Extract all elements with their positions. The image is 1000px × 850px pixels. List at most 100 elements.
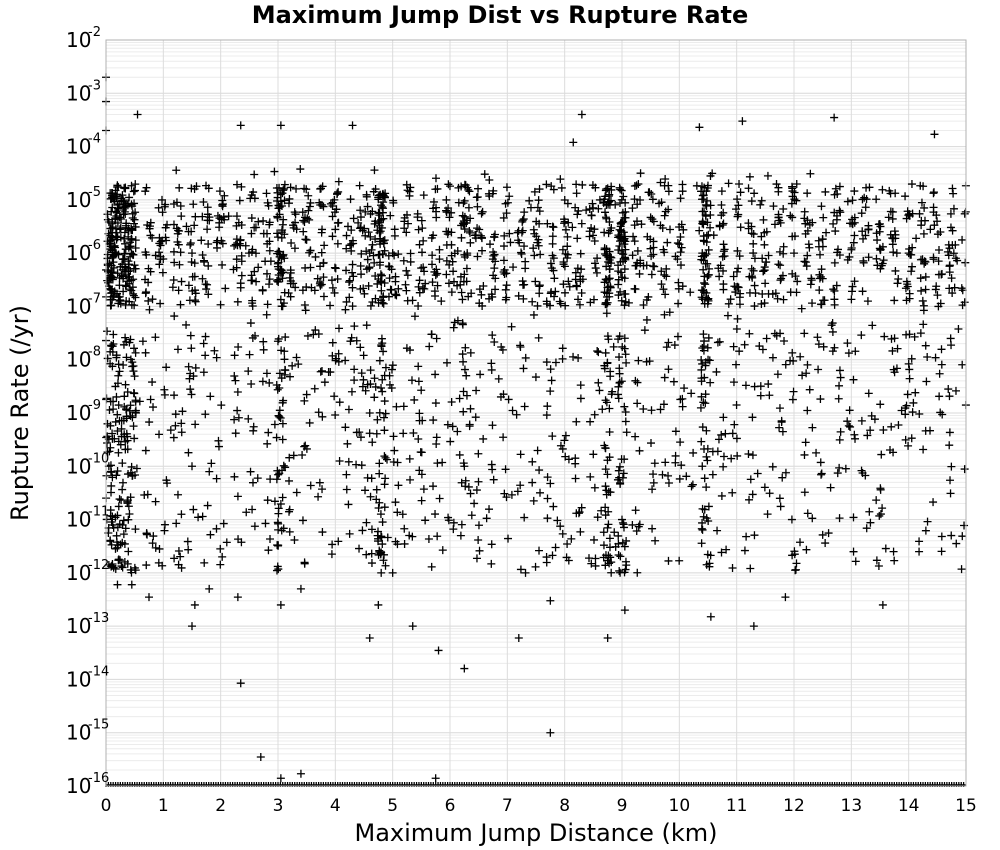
data-point: [937, 345, 946, 354]
data-point: [637, 220, 646, 229]
data-point: [116, 440, 125, 449]
data-point: [932, 282, 941, 291]
data-point: [186, 239, 195, 248]
data-point: [303, 214, 312, 223]
data-point: [776, 276, 785, 285]
data-point: [342, 297, 351, 306]
data-point: [130, 261, 139, 270]
data-point: [126, 355, 135, 364]
data-point: [414, 302, 423, 311]
data-point: [864, 389, 873, 398]
data-point: [429, 231, 438, 240]
data-point: [814, 236, 823, 245]
data-point: [376, 270, 385, 279]
data-point: [533, 301, 542, 310]
data-point: [670, 341, 679, 350]
data-point: [633, 568, 642, 577]
data-point: [365, 264, 374, 273]
data-point: [548, 232, 557, 241]
data-point: [201, 351, 210, 360]
data-point: [563, 232, 572, 241]
data-point: [534, 333, 543, 342]
data-point: [561, 301, 570, 310]
data-point: [556, 522, 565, 531]
data-point: [864, 225, 873, 234]
data-point: [366, 209, 375, 218]
data-point: [392, 291, 401, 300]
data-point: [536, 488, 545, 497]
data-point: [120, 557, 129, 566]
data-point: [576, 394, 585, 403]
data-point: [847, 245, 856, 254]
data-point: [273, 541, 282, 550]
data-point: [328, 283, 337, 292]
data-point: [345, 293, 354, 302]
data-point: [319, 202, 328, 211]
data-point: [112, 249, 121, 258]
data-point: [377, 277, 386, 286]
data-point: [676, 248, 685, 257]
data-point: [756, 391, 765, 400]
data-point: [278, 302, 287, 311]
data-point: [417, 496, 426, 505]
data-point: [724, 179, 733, 188]
data-point: [463, 249, 472, 258]
data-point: [380, 397, 389, 406]
data-point: [176, 552, 185, 561]
data-point: [696, 403, 705, 412]
data-point: [190, 272, 199, 281]
data-point: [905, 374, 914, 383]
data-point: [528, 457, 537, 466]
data-point: [185, 296, 194, 305]
data-point: [634, 180, 643, 189]
data-point: [178, 407, 187, 416]
data-point: [697, 539, 706, 548]
data-point: [414, 434, 423, 443]
data-point: [614, 382, 623, 391]
data-point: [835, 514, 844, 523]
data-point: [377, 271, 386, 280]
data-point: [119, 255, 128, 264]
data-point: [606, 372, 615, 381]
data-point: [381, 474, 390, 483]
data-point: [414, 225, 423, 234]
data-point: [348, 121, 357, 130]
data-point: [808, 514, 817, 523]
data-point: [277, 526, 286, 535]
data-point: [185, 374, 194, 383]
data-point: [375, 261, 384, 270]
data-point: [728, 429, 737, 438]
data-point: [935, 369, 944, 378]
data-point: [702, 514, 711, 523]
data-point: [758, 254, 767, 263]
data-point: [302, 185, 311, 194]
data-point: [649, 217, 658, 226]
data-point: [747, 222, 756, 231]
data-point: [318, 485, 327, 494]
data-point: [831, 184, 840, 193]
data-point: [715, 272, 724, 281]
data-point: [442, 208, 451, 217]
data-point: [775, 216, 784, 225]
data-point: [917, 221, 926, 230]
data-point: [464, 203, 473, 212]
data-point: [904, 211, 913, 220]
data-point: [605, 218, 614, 227]
x-tick-label: 13: [841, 796, 863, 816]
data-point: [319, 292, 328, 301]
x-tick-label: 8: [559, 796, 570, 816]
data-point: [130, 389, 139, 398]
data-point: [427, 330, 436, 339]
data-point: [418, 248, 427, 257]
data-point: [233, 180, 241, 189]
data-point: [561, 452, 570, 461]
data-point: [525, 196, 534, 205]
data-point: [186, 369, 195, 378]
data-point: [879, 426, 888, 435]
data-point: [768, 290, 777, 299]
data-point: [597, 506, 606, 515]
data-point: [274, 504, 283, 513]
data-point: [614, 394, 623, 403]
data-point: [763, 510, 772, 519]
data-point: [866, 426, 875, 435]
